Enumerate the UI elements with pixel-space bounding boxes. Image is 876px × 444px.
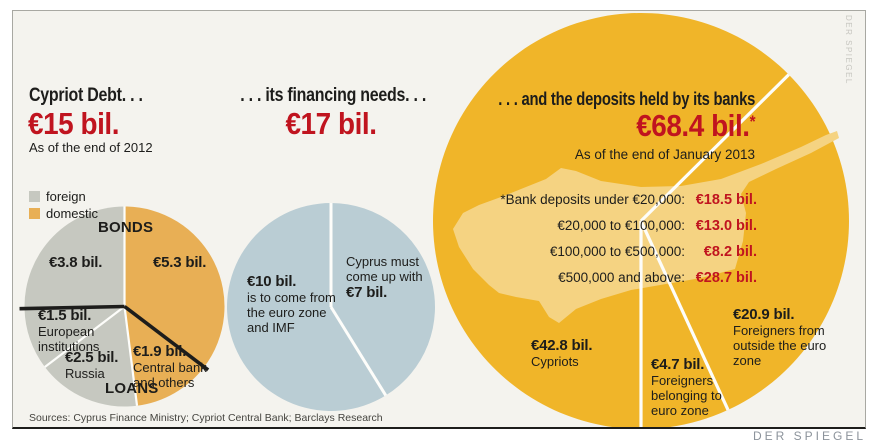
deposits-asof: As of the end of January 2013 [574, 147, 755, 162]
russia-value: €2.5 bil. [65, 349, 119, 366]
deposit-table-row: *Bank deposits under €20,000: €18.5 bil. [430, 192, 757, 208]
bonds-group-label: BONDS [98, 219, 154, 236]
foreign-bonds-value: €3.8 bil. [49, 254, 103, 271]
debt-pie-chart [19, 206, 225, 407]
domestic-color-swatch [29, 208, 40, 219]
legend-label-foreign: foreign [46, 189, 86, 204]
deposits-asterisk: * [749, 111, 755, 131]
deposit-row-value: €13.0 bil. [695, 218, 757, 234]
loans-group-label: LOANS [105, 380, 159, 397]
foreigners-eurozone-value: €4.7 bil. [651, 356, 705, 373]
deposit-row-value: €18.5 bil. [695, 192, 757, 208]
foreigners-outside-value: €20.9 bil. [733, 306, 795, 323]
domestic-bonds-value: €5.3 bil. [153, 254, 207, 271]
russia-desc: Russia [65, 366, 105, 381]
eurozone-imf-label: €10 bil. is to come from the euro zone a… [247, 273, 347, 335]
spiegel-watermark: DER SPIEGEL [844, 15, 853, 85]
deposit-row-value: €8.2 bil. [703, 244, 757, 260]
debt-asof: As of the end of 2012 [29, 140, 153, 155]
sources-note: Sources: Cyprus Finance Ministry; Cyprio… [29, 412, 383, 424]
financing-title: . . . its financing needs. . . [240, 85, 427, 106]
financing-pie-chart [227, 203, 435, 411]
deposit-row-label: *Bank deposits under €20,000: [500, 192, 685, 207]
domestic-bonds-label: €5.3 bil. [153, 254, 206, 271]
debt-title: Cypriot Debt. . . [29, 85, 143, 106]
cyprus-share-label: Cyprus must come up with €7 bil. [346, 254, 448, 301]
deposit-table-row: €500,000 and above: €28.7 bil. [430, 270, 757, 286]
cypriots-label: €42.8 bil. Cypriots [531, 337, 593, 369]
foreign-color-swatch [29, 191, 40, 202]
debt-amount: €15 bil. [28, 106, 119, 141]
foreigners-outside-desc: Foreigners from outside the euro zone [733, 323, 827, 368]
foreign-bonds-label: €3.8 bil. [49, 254, 102, 271]
european-institutions-value: €1.5 bil. [38, 307, 92, 324]
cyprus-share-value: €7 bil. [346, 284, 388, 301]
cyprus-map-silhouette [453, 131, 839, 323]
spiegel-logo: DER SPIEGEL [752, 429, 866, 443]
financing-amount: €17 bil. [285, 106, 377, 141]
legend-item-domestic: domestic [29, 206, 98, 221]
legend-label-domestic: domestic [46, 206, 99, 221]
foreigners-eurozone-desc: Foreigners belonging to euro zone [651, 373, 722, 418]
russia-label: €2.5 bil. Russia [65, 349, 145, 381]
deposit-row-label: €20,000 to €100,000: [557, 218, 685, 233]
cypriots-desc: Cypriots [531, 354, 579, 369]
deposits-pie-chart [433, 13, 849, 427]
deposits-title: . . . and the deposits held by its banks [498, 88, 755, 109]
european-institutions-desc: European institutions [38, 324, 100, 354]
central-bank-desc: Central bank and others [133, 360, 207, 390]
deposit-table-row: €20,000 to €100,000: €13.0 bil. [430, 218, 757, 234]
deposit-row-label: €100,000 to €500,000: [549, 244, 685, 259]
foreigners-outside-label: €20.9 bil. Foreigners from outside the e… [733, 306, 845, 368]
deposit-row-value: €28.7 bil. [695, 270, 757, 286]
eurozone-imf-desc: is to come from the euro zone and IMF [247, 290, 336, 335]
deposits-amount-value: €68.4 bil. [636, 108, 750, 143]
infographic-frame: Cypriot Debt. . . €15 bil. As of the end… [12, 10, 866, 429]
central-bank-value: €1.9 bil. [133, 343, 187, 360]
eurozone-imf-value: €10 bil. [247, 273, 297, 290]
deposit-row-label: €500,000 and above: [558, 270, 685, 285]
cypriots-value: €42.8 bil. [531, 337, 593, 354]
european-institutions-label: €1.5 bil. European institutions [38, 307, 120, 354]
central-bank-label: €1.9 bil. Central bank and others [133, 343, 225, 390]
foreigners-eurozone-label: €4.7 bil. Foreigners belonging to euro z… [651, 356, 746, 418]
deposits-amount: €68.4 bil.* [636, 108, 755, 144]
deposit-table-row: €100,000 to €500,000: €8.2 bil. [430, 244, 757, 260]
legend-item-foreign: foreign [29, 189, 86, 204]
cyprus-share-desc: Cyprus must come up with [346, 254, 423, 284]
